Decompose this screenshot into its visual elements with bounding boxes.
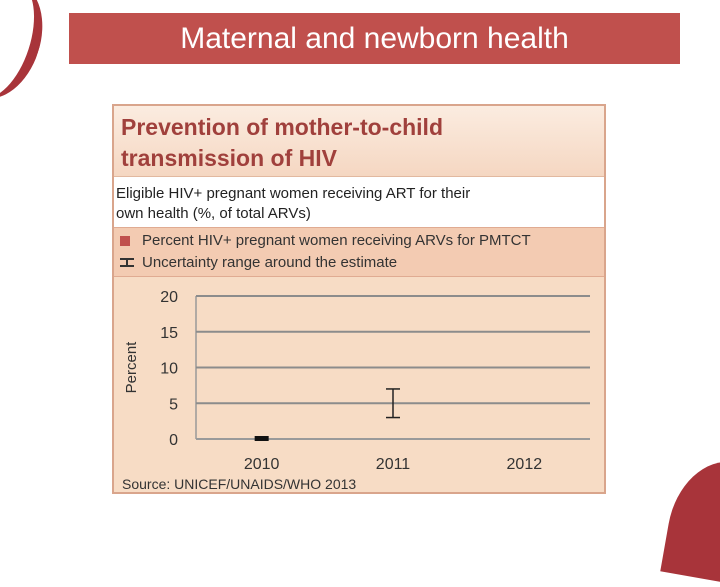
x-tick-label: 2010 bbox=[244, 456, 280, 473]
y-tick-label: 15 bbox=[160, 325, 178, 342]
corner-decoration-bottom bbox=[660, 453, 720, 587]
legend-label-range: Uncertainty range around the estimate bbox=[142, 254, 398, 271]
y-tick-label: 20 bbox=[160, 289, 178, 306]
chart-panel: Prevention of mother-to-child transmissi… bbox=[112, 104, 606, 494]
legend-item-point: Percent HIV+ pregnant women receiving AR… bbox=[120, 230, 531, 252]
legend-square-icon bbox=[120, 236, 130, 247]
legend: Percent HIV+ pregnant women receiving AR… bbox=[114, 227, 604, 277]
source-note: Source: UNICEF/UNAIDS/WHO 2013 bbox=[122, 476, 357, 492]
y-tick-label: 0 bbox=[169, 432, 178, 449]
legend-range-icon bbox=[120, 256, 134, 270]
note-text: Eligible HIV+ pregnant women receiving A… bbox=[116, 185, 471, 222]
corner-decoration bbox=[0, 0, 57, 110]
panel-header: Prevention of mother-to-child transmissi… bbox=[114, 106, 604, 177]
y-tick-label: 10 bbox=[160, 361, 178, 378]
note-box: Eligible HIV+ pregnant women receiving A… bbox=[114, 177, 604, 227]
x-tick-label: 2012 bbox=[507, 456, 543, 473]
data-point bbox=[254, 436, 269, 441]
chart-plot: 0 5 10 15 20 Percent 2010 2011 2012 bbox=[123, 289, 590, 473]
legend-item-range: Uncertainty range around the estimate bbox=[120, 252, 397, 274]
panel-title: Prevention of mother-to-child transmissi… bbox=[121, 114, 443, 171]
slide-title: Maternal and newborn health bbox=[69, 13, 680, 64]
y-axis-label: Percent bbox=[123, 341, 140, 394]
legend-label-point: Percent HIV+ pregnant women receiving AR… bbox=[142, 232, 531, 249]
x-tick-label: 2011 bbox=[376, 456, 411, 473]
y-tick-label: 5 bbox=[169, 396, 178, 413]
slide-title-text: Maternal and newborn health bbox=[180, 22, 569, 55]
